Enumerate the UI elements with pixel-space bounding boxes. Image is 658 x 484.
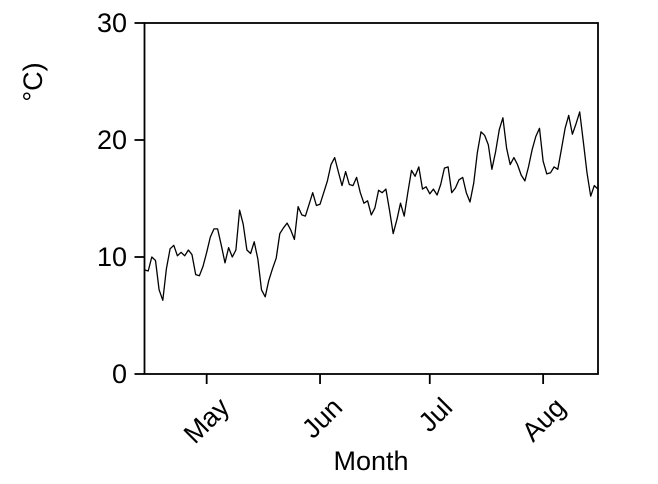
x-axis-label: Month [333, 446, 409, 476]
y-tick-label: 30 [96, 8, 127, 38]
temperature-series-line [143, 111, 599, 301]
y-axis-label: °C) [18, 62, 48, 102]
y-tick-label: 0 [111, 359, 127, 389]
y-tick-label: 10 [96, 242, 127, 272]
plot-frame [143, 22, 599, 375]
y-tick-label: 20 [96, 125, 127, 155]
